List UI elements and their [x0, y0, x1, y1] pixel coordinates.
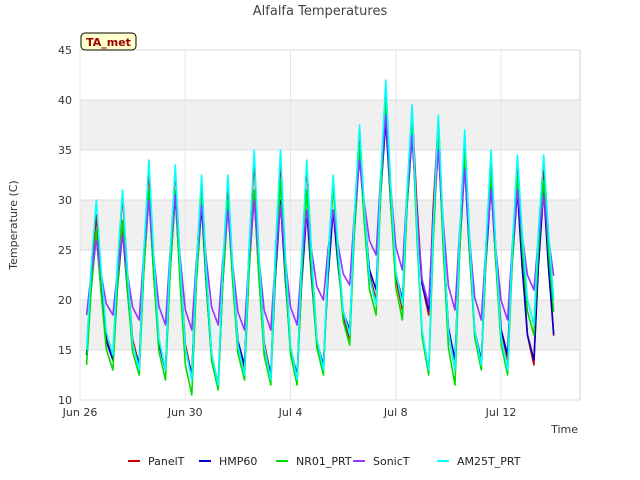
grid-band [80, 300, 580, 350]
badge-label: TA_met [86, 36, 131, 49]
legend-label: AM25T_PRT [457, 455, 521, 468]
x-axis-label: Time [550, 423, 578, 436]
legend-label: PanelT [148, 455, 185, 468]
grid-band [80, 100, 580, 150]
x-tick-label: Jul 4 [278, 406, 303, 419]
y-tick-label: 10 [58, 394, 72, 407]
legend-label: NR01_PRT [296, 455, 352, 468]
legend-label: SonicT [373, 455, 410, 468]
x-axis-ticks: Jun 26 Jun 30 Jul 4 Jul 8 Jul 12 [62, 406, 517, 419]
y-tick-label: 25 [58, 244, 72, 257]
legend-item: AM25T_PRT [437, 455, 521, 468]
x-tick-label: Jul 12 [485, 406, 517, 419]
chart-title: Alfalfa Temperatures [253, 4, 388, 19]
legend: PanelT HMP60 NR01_PRT SonicT AM25T_PRT [128, 455, 521, 468]
legend-item: HMP60 [199, 455, 257, 468]
series-line-nr01-prt [85, 99, 555, 396]
legend-label: HMP60 [219, 455, 257, 468]
x-tick-label: Jul 8 [383, 406, 408, 419]
y-axis-label: Temperature (C) [7, 180, 20, 270]
grid-bands [80, 100, 580, 350]
y-tick-label: 30 [58, 194, 72, 207]
y-tick-label: 20 [58, 294, 72, 307]
legend-item: PanelT [128, 455, 185, 468]
x-tick-label: Jun 30 [167, 406, 203, 419]
series-line-sonict [85, 114, 555, 331]
y-tick-label: 15 [58, 344, 72, 357]
y-axis-ticks: 10 15 20 25 30 35 40 45 [58, 44, 72, 407]
y-tick-label: 35 [58, 144, 72, 157]
y-tick-label: 40 [58, 94, 72, 107]
ta-met-badge: TA_met [80, 32, 137, 51]
x-tick-label: Jun 26 [62, 406, 98, 419]
legend-item: NR01_PRT [276, 455, 352, 468]
series-lines [85, 79, 555, 396]
series-line-am25t-prt [85, 79, 555, 386]
legend-item: SonicT [353, 455, 410, 468]
y-tick-label: 45 [58, 44, 72, 57]
